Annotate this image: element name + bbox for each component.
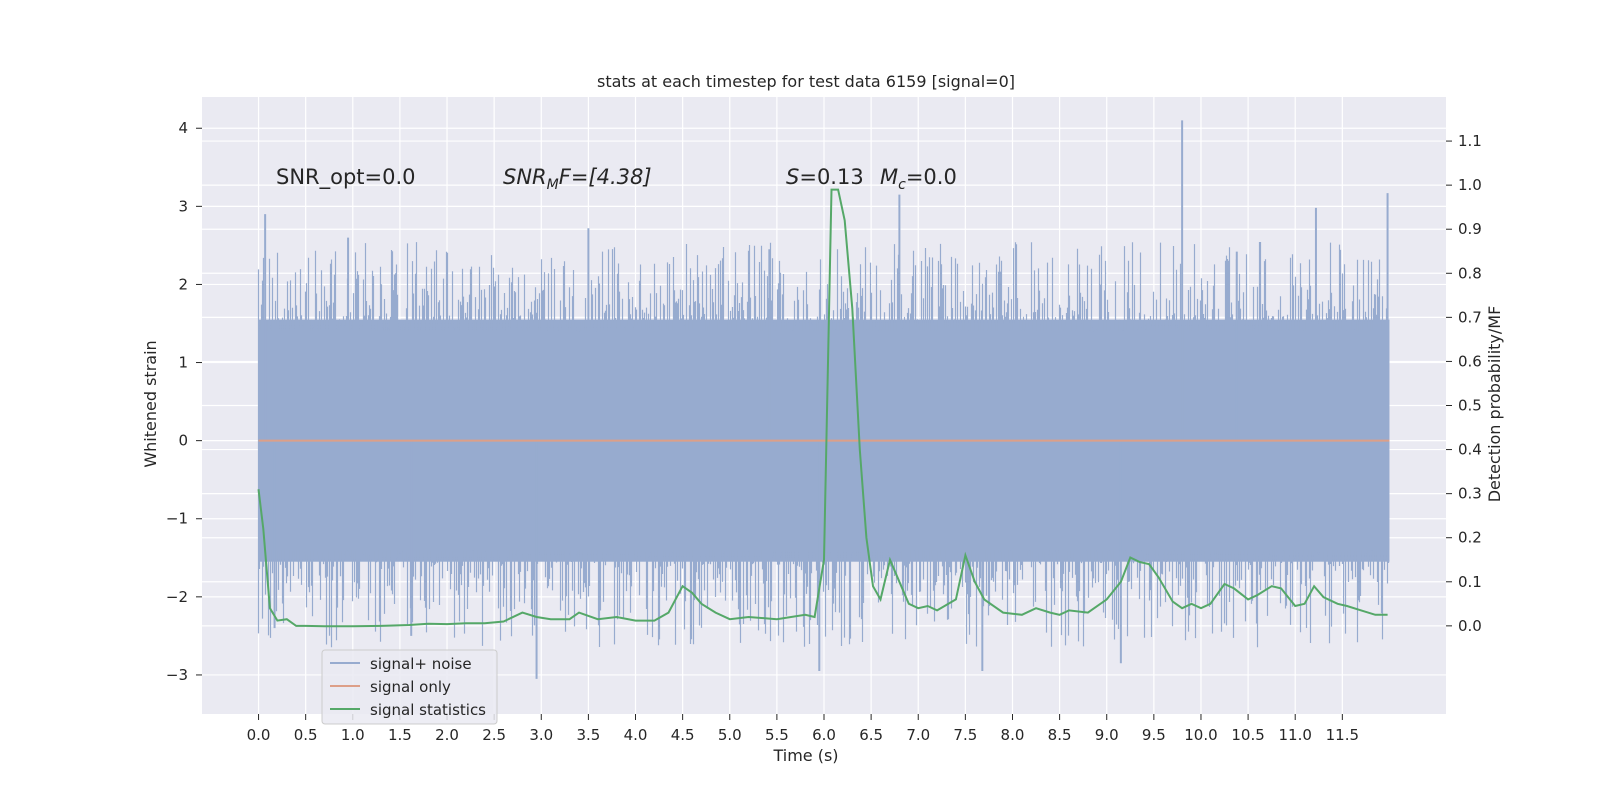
x-tick-label-5: 2.5: [482, 726, 506, 744]
x-tick-label-22: 11.0: [1279, 726, 1312, 744]
s-value: =0.13: [799, 165, 863, 189]
x-tick-label-8: 4.0: [624, 726, 648, 744]
x-tick-label-13: 6.5: [859, 726, 883, 744]
y2-tick-label-4: 0.7: [1458, 308, 1482, 326]
y2-axis-label: Detection probability/MF: [1485, 306, 1504, 503]
snr-mf-symbol: SNR: [503, 165, 547, 189]
x-tick-label-17: 8.5: [1048, 726, 1072, 744]
legend-label-stat: signal statistics: [370, 701, 486, 719]
y2-tick-label-9: 0.2: [1458, 529, 1482, 547]
annotation-mc: Mc=0.0: [880, 165, 957, 193]
annotation-snr-mf: SNRMF=[4.38]: [503, 165, 652, 193]
x-tick-label-18: 9.0: [1095, 726, 1119, 744]
x-tick-label-15: 7.5: [953, 726, 977, 744]
x-tick-label-19: 9.5: [1142, 726, 1166, 744]
x-tick-label-21: 10.5: [1231, 726, 1264, 744]
mc-value: =0.0: [906, 165, 957, 189]
y2-tick-label-3: 0.8: [1458, 264, 1482, 282]
x-tick-label-10: 5.0: [718, 726, 742, 744]
y2-tick-label-8: 0.3: [1458, 485, 1482, 503]
legend: signal+ noise signal only signal statist…: [321, 649, 498, 725]
x-tick-label-9: 4.5: [671, 726, 695, 744]
x-tick-label-20: 10.0: [1184, 726, 1217, 744]
y-tick-label-4: 0: [178, 432, 188, 450]
y2-axis-ticks: 1.1 1.0 0.9 0.8 0.7 0.6 0.5 0.4 0.3 0.2 0.1 0.0: [1446, 132, 1482, 635]
y-tick-label-0: 4: [178, 119, 188, 137]
mc-symbol: M: [880, 165, 898, 189]
s-symbol: S: [786, 165, 799, 189]
y-tick-label-3: 1: [178, 354, 188, 372]
x-tick-label-11: 5.5: [765, 726, 789, 744]
y2-tick-label-1: 1.0: [1458, 176, 1482, 194]
x-tick-label-1: 0.5: [294, 726, 318, 744]
y-tick-label-2: 2: [178, 275, 188, 293]
y-tick-label-1: 3: [178, 197, 188, 215]
chart-title: stats at each timestep for test data 615…: [597, 72, 1015, 91]
y-axis-label: Whitened strain: [141, 340, 160, 467]
snr-mf-subscript: M: [547, 177, 559, 193]
y2-tick-label-0: 1.1: [1458, 132, 1482, 150]
snr-mf-value: F=[4.38]: [559, 165, 652, 189]
y2-tick-label-7: 0.4: [1458, 441, 1482, 459]
x-tick-label-4: 2.0: [435, 726, 459, 744]
signal-statistics-line: [257, 188, 1388, 628]
legend-label-signal: signal only: [370, 678, 451, 696]
x-axis-label: Time (s): [772, 746, 838, 765]
y2-tick-label-6: 0.5: [1458, 397, 1482, 415]
x-tick-label-12: 6.0: [812, 726, 836, 744]
y-tick-label-5: −1: [166, 510, 188, 528]
y-tick-label-6: −2: [166, 588, 188, 606]
x-tick-label-2: 1.0: [341, 726, 365, 744]
x-tick-label-23: 11.5: [1326, 726, 1359, 744]
legend-label-noise: signal+ noise: [370, 655, 472, 673]
x-tick-label-3: 1.5: [388, 726, 412, 744]
annotation-snr-opt: SNR_opt=0.0: [276, 165, 416, 190]
legend-box: [321, 649, 498, 725]
y2-tick-label-11: 0.0: [1458, 617, 1482, 635]
y2-tick-label-2: 0.9: [1458, 220, 1482, 238]
x-tick-label-7: 3.5: [576, 726, 600, 744]
x-tick-label-14: 7.0: [906, 726, 930, 744]
x-axis-ticks: 0.0 0.5 1.0 1.5 2.0 2.5 3.0 3.5 4.0 4.5 5.0 5.5 6.0 6…: [247, 714, 1359, 744]
x-tick-label-0: 0.0: [247, 726, 271, 744]
mc-subscript: c: [898, 177, 906, 193]
y-axis-ticks: 4 3 2 1 0 −1 −2 −3: [166, 119, 202, 684]
x-tick-label-6: 3.0: [529, 726, 553, 744]
x-tick-label-16: 8.0: [1001, 726, 1025, 744]
annotation-s: S=0.13: [786, 165, 864, 189]
y2-tick-label-10: 0.1: [1458, 573, 1482, 591]
y2-tick-label-5: 0.6: [1458, 352, 1482, 370]
y-tick-label-7: −3: [166, 666, 188, 684]
